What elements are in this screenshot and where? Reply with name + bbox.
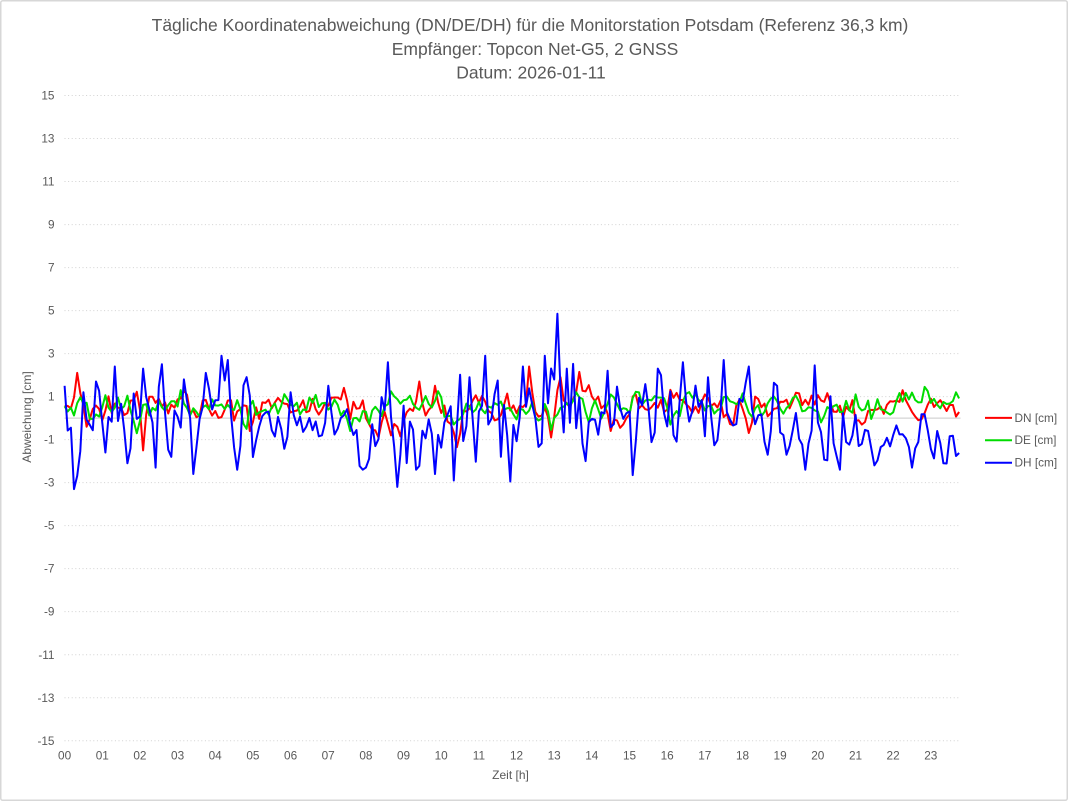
svg-text:15: 15 (623, 749, 637, 763)
svg-text:1: 1 (48, 390, 55, 404)
svg-text:DN [cm]: DN [cm] (1015, 411, 1058, 425)
svg-text:-1: -1 (44, 433, 55, 447)
svg-text:01: 01 (96, 749, 109, 763)
svg-text:-3: -3 (44, 476, 55, 490)
svg-text:-13: -13 (37, 691, 54, 705)
svg-text:15: 15 (41, 89, 55, 103)
svg-text:13: 13 (41, 132, 55, 146)
svg-text:08: 08 (359, 749, 373, 763)
svg-text:Empfänger: Topcon Net-G5, 2 GN: Empfänger: Topcon Net-G5, 2 GNSS (392, 39, 679, 59)
svg-text:-5: -5 (44, 519, 55, 533)
svg-text:22: 22 (887, 749, 900, 763)
svg-text:-15: -15 (37, 734, 54, 748)
svg-text:DH [cm]: DH [cm] (1015, 456, 1058, 470)
svg-text:06: 06 (284, 749, 298, 763)
svg-text:17: 17 (698, 749, 711, 763)
svg-text:09: 09 (397, 749, 410, 763)
svg-text:11: 11 (42, 175, 54, 189)
svg-text:-9: -9 (44, 605, 55, 619)
svg-text:11: 11 (473, 749, 485, 763)
svg-text:Datum: 2026-01-11: Datum: 2026-01-11 (456, 62, 606, 82)
svg-text:20: 20 (811, 749, 825, 763)
svg-text:5: 5 (48, 304, 55, 318)
svg-text:12: 12 (510, 749, 523, 763)
svg-text:Abweichung [cm]: Abweichung [cm] (20, 371, 34, 462)
svg-text:05: 05 (246, 749, 260, 763)
svg-text:-11: -11 (38, 648, 54, 662)
svg-text:04: 04 (209, 749, 223, 763)
svg-text:13: 13 (548, 749, 562, 763)
svg-text:Zeit [h]: Zeit [h] (492, 768, 529, 782)
svg-text:23: 23 (924, 749, 938, 763)
svg-text:16: 16 (661, 749, 675, 763)
svg-text:7: 7 (48, 261, 55, 275)
svg-text:03: 03 (171, 749, 185, 763)
svg-text:3: 3 (48, 347, 55, 361)
svg-text:-7: -7 (44, 562, 55, 576)
svg-text:19: 19 (774, 749, 787, 763)
svg-text:21: 21 (849, 749, 862, 763)
svg-text:14: 14 (585, 749, 599, 763)
svg-text:02: 02 (133, 749, 146, 763)
svg-text:00: 00 (58, 749, 72, 763)
svg-text:9: 9 (48, 218, 55, 232)
svg-text:18: 18 (736, 749, 750, 763)
svg-text:DE [cm]: DE [cm] (1015, 433, 1057, 447)
svg-text:Tägliche Koordinatenabweichung: Tägliche Koordinatenabweichung (DN/DE/DH… (152, 15, 909, 35)
svg-text:10: 10 (435, 749, 449, 763)
svg-text:07: 07 (322, 749, 335, 763)
